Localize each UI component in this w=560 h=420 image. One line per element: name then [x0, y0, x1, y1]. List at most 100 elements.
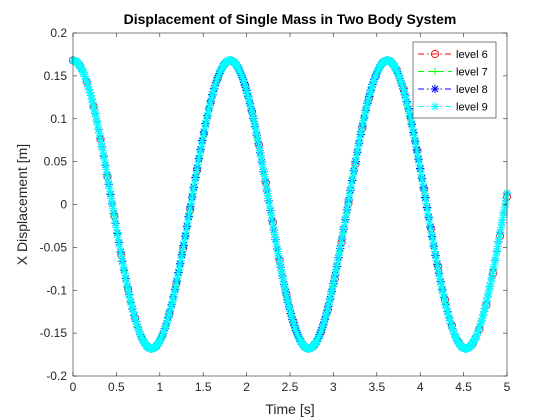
- data-point: [122, 277, 131, 287]
- x-tick-label: 1.5: [195, 380, 212, 394]
- data-point: [208, 91, 217, 100]
- x-tick-label: 2.5: [282, 380, 299, 394]
- data-point: [286, 307, 295, 317]
- data-point: [328, 281, 338, 291]
- data-point: [332, 260, 342, 270]
- data-point: [362, 101, 372, 110]
- data-point: [174, 265, 184, 274]
- data-point: [313, 335, 322, 344]
- data-point: [352, 151, 361, 160]
- y-tick-label: 0: [60, 198, 67, 212]
- data-point: [318, 322, 327, 331]
- x-tick-label: 4: [417, 380, 424, 394]
- data-point: [490, 260, 499, 269]
- data-point: [115, 242, 124, 251]
- data-point: [129, 307, 138, 317]
- data-point: [242, 85, 251, 94]
- data-point: [179, 242, 188, 251]
- data-point: [120, 269, 130, 278]
- data-point: [129, 310, 139, 320]
- data-point: [355, 137, 364, 146]
- data-point: [171, 281, 180, 291]
- x-tick-label: 5: [504, 380, 511, 394]
- data-point: [366, 88, 375, 97]
- data-point: [487, 273, 496, 282]
- ticks-layer: 0 0.5 1 1.5 2 2.5 3 3.5 4 4.5 5 -0.2 -0.15 -0.1 -0.05 0…: [40, 26, 511, 394]
- data-point: [360, 112, 369, 121]
- data-point: [348, 174, 357, 183]
- data-point: [135, 329, 145, 338]
- legend-label: level 7: [456, 67, 488, 79]
- data-point: [239, 77, 248, 86]
- data-point: [478, 313, 487, 323]
- legend-box: [412, 41, 497, 119]
- data-point: [134, 324, 143, 334]
- legend-marker: [430, 84, 440, 94]
- data-point: [339, 223, 349, 232]
- data-point: [446, 319, 456, 329]
- data-point: [355, 133, 365, 142]
- data-point: [201, 120, 210, 129]
- data-point: [434, 265, 443, 274]
- data-point: [476, 319, 485, 328]
- data-point: [358, 120, 367, 129]
- data-point: [437, 282, 446, 291]
- data-point: [206, 97, 215, 107]
- data-point: [364, 94, 373, 103]
- data-point: [99, 151, 108, 160]
- legend-item: level 8: [418, 84, 488, 96]
- data-point: [177, 251, 186, 261]
- legend: level 6 level 7 level 8 level 9: [412, 41, 497, 119]
- data-point: [118, 260, 128, 270]
- data-point: [419, 184, 428, 194]
- data-point: [496, 223, 506, 232]
- data-point: [428, 237, 438, 247]
- data-point: [368, 79, 378, 88]
- data-point: [192, 165, 202, 174]
- data-point: [94, 124, 103, 134]
- data-point: [431, 251, 440, 261]
- data-point: [363, 97, 372, 107]
- data-point: [95, 128, 104, 138]
- data-point: [258, 160, 267, 169]
- data-point: [370, 74, 379, 83]
- data-point: [111, 218, 120, 228]
- data-point: [398, 82, 407, 91]
- data-point: [284, 300, 293, 310]
- data-point: [414, 155, 423, 165]
- data-point: [472, 331, 481, 340]
- data-point: [169, 293, 178, 302]
- data-point: [194, 155, 203, 165]
- data-point: [450, 329, 459, 338]
- data-point: [345, 189, 355, 198]
- data-point: [486, 277, 496, 287]
- data-point: [365, 91, 374, 100]
- data-point: [332, 265, 341, 274]
- data-point: [107, 199, 117, 208]
- data-point: [157, 333, 166, 342]
- legend-item: level 9: [418, 102, 488, 114]
- data-point: [293, 329, 302, 338]
- data-point: [410, 133, 419, 142]
- data-point: [114, 237, 124, 247]
- x-tick-label: 1: [156, 380, 163, 394]
- data-point: [400, 91, 410, 100]
- data-point: [423, 209, 433, 218]
- data-point: [424, 213, 434, 223]
- data-point: [180, 237, 189, 247]
- data-point: [168, 297, 177, 306]
- data-point: [182, 223, 192, 232]
- data-point: [479, 310, 488, 320]
- data-point: [361, 105, 371, 114]
- data-point: [408, 124, 417, 134]
- data-point: [198, 133, 208, 142]
- data-point: [475, 322, 485, 331]
- data-point: [490, 256, 500, 265]
- data-point: [250, 120, 259, 130]
- data-point: [314, 333, 323, 342]
- data-point: [494, 237, 503, 246]
- data-point: [396, 77, 406, 86]
- data-point: [295, 335, 304, 344]
- data-point: [276, 265, 286, 274]
- data-point: [109, 208, 118, 218]
